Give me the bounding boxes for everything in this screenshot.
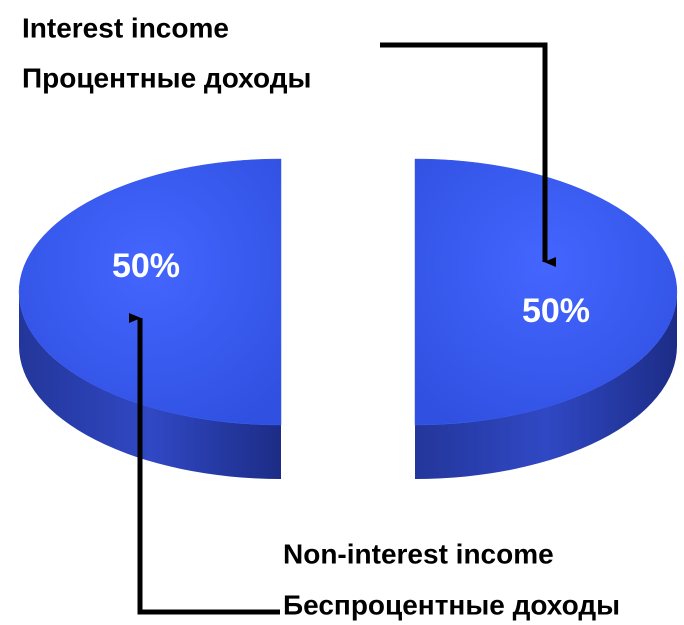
- pie: 50% 50%: [18, 158, 678, 479]
- arrow: [380, 42, 556, 267]
- slice-side: [415, 292, 677, 479]
- category-label: Non-interest income: [283, 538, 554, 569]
- slice-side: [19, 292, 281, 479]
- slice: [18, 158, 282, 426]
- category-translation: Беспроцентные доходы: [283, 589, 620, 620]
- value-label: 50%: [522, 292, 590, 330]
- category-translation: Процентные доходы: [22, 62, 311, 93]
- arrow: [129, 313, 280, 615]
- value-label: 50%: [112, 247, 180, 285]
- slice: [414, 158, 678, 426]
- category-label: Interest income: [22, 12, 229, 43]
